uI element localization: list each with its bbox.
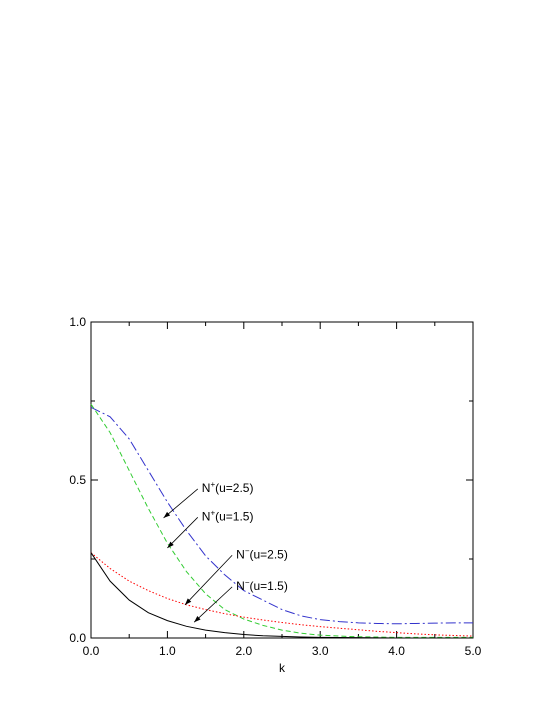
series-line-0 [90, 406, 473, 625]
annotation-sup: + [210, 508, 215, 517]
x-tick-label: 1.0 [159, 644, 176, 658]
x-tick-label: 3.0 [312, 644, 329, 658]
x-axis-label: k [279, 661, 286, 675]
annotation-base: N [202, 509, 211, 523]
annotation-rest: (u=2.5) [250, 547, 288, 561]
x-tick-label: 5.0 [465, 644, 482, 658]
annotation-arrow-3 [193, 586, 233, 623]
y-tick-label: 0.0 [69, 631, 86, 645]
annotation-rest: (u=2.5) [215, 481, 253, 495]
series-line-1 [90, 403, 473, 638]
annotation-arrowhead-3 [194, 615, 201, 623]
annotation-base: N [202, 481, 211, 495]
x-tick-label: 2.0 [235, 644, 252, 658]
annotation-label-1: N+(u=1.5) [202, 508, 254, 523]
annotations: N+(u=2.5)N+(u=1.5)N−(u=2.5)N−(u=1.5) [163, 480, 288, 623]
annotation-sup: − [245, 546, 250, 555]
annotation-arrow-1 [167, 517, 199, 549]
annotation-base: N [236, 547, 245, 561]
annotation-sup: − [245, 578, 250, 587]
series-line-3 [90, 552, 473, 639]
series-line-2 [90, 552, 474, 637]
annotation-arrowhead-1 [167, 541, 174, 548]
annotation-sup: + [210, 480, 215, 489]
y-tick-label: 0.5 [69, 473, 86, 487]
annotation-label-3: N−(u=1.5) [236, 578, 288, 593]
annotation-arrow-2 [184, 554, 233, 606]
annotation-rest: (u=1.5) [250, 579, 288, 593]
annotation-label-0: N+(u=2.5) [202, 480, 254, 495]
tick-labels: 0.0 1.0 2.0 3.0 4.0 5.0 0.0 0.5 1.0 [69, 315, 481, 658]
annotation-arrowhead-2 [184, 598, 192, 605]
series [90, 403, 474, 639]
x-tick-label: 0.0 [83, 644, 100, 658]
y-tick-label: 1.0 [69, 315, 86, 329]
x-tick-label: 4.0 [388, 644, 405, 658]
annotation-label-2: N−(u=2.5) [236, 546, 288, 561]
annotation-rest: (u=1.5) [215, 509, 253, 523]
annotation-arrow-0 [163, 488, 199, 519]
annotation-base: N [236, 579, 245, 593]
annotation-arrowhead-0 [163, 511, 171, 518]
